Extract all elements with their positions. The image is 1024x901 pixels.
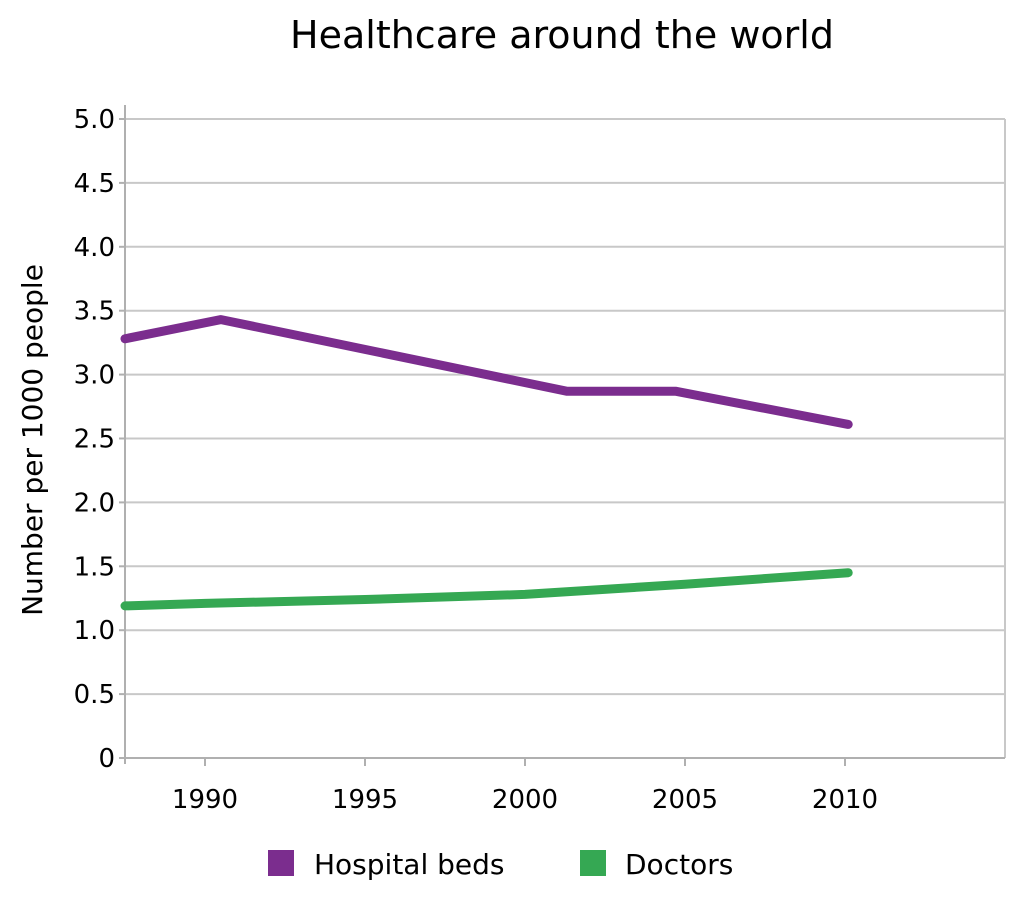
x-tick-label: 1990: [172, 785, 238, 815]
y-tick-label: 2.5: [74, 425, 115, 455]
series-lines: [120, 315, 853, 611]
axes: 0 0.5 1.0 1.5 2.0 2.5 3.0 3.5 4.0 4.5 5.0 1990 1995 2…: [74, 105, 1005, 815]
x-tick-label: 1995: [332, 785, 398, 815]
y-tick-label: 1.0: [74, 616, 115, 646]
gridlines: [125, 118, 1006, 759]
y-tick-label: 4.5: [74, 169, 115, 199]
y-tick-label: 4.0: [74, 233, 115, 263]
legend-label: Doctors: [625, 848, 733, 881]
y-tick-label: 2.0: [74, 488, 115, 518]
legend-swatch: [580, 850, 606, 876]
y-tick-label: 5.0: [74, 105, 115, 135]
chart-title: Healthcare around the world: [290, 13, 834, 57]
legend: Hospital beds Doctors: [268, 848, 733, 881]
x-tick-label: 2010: [812, 785, 878, 815]
series-line-hospital-beds: [120, 315, 853, 429]
y-tick-label: 0.5: [74, 680, 115, 710]
x-tick-label: 2005: [652, 785, 718, 815]
y-tick-label: 1.5: [74, 552, 115, 582]
y-axis-label: Number per 1000 people: [16, 264, 49, 616]
x-tick-label: 2000: [492, 785, 558, 815]
legend-label: Hospital beds: [314, 848, 505, 881]
y-tick-label: 3.5: [74, 297, 115, 327]
series-line-doctors: [120, 568, 853, 611]
y-tick-label: 3.0: [74, 361, 115, 391]
legend-swatch: [268, 850, 294, 876]
y-tick-label: 0: [98, 744, 115, 774]
